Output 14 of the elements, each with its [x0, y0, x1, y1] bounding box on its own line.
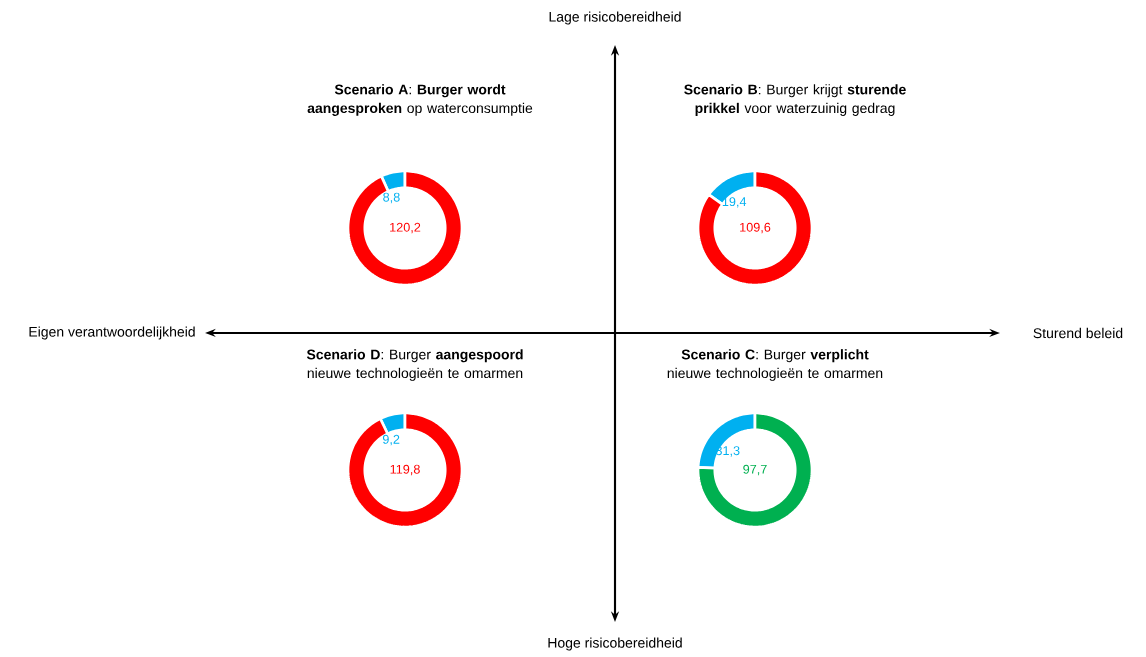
- data-label: 109,6: [740, 222, 771, 234]
- data-label: 97,7: [743, 464, 767, 476]
- data-label: 8,8: [383, 192, 400, 204]
- text: Lage risicobereidheid: [549, 11, 681, 25]
- text: Eigen verantwoordelijkheid: [29, 326, 195, 340]
- data-label: 119,8: [390, 464, 420, 476]
- chart-title: Scenario B: Burger krijgt sturende prikkel voor waterzuinig gedrag: [684, 84, 906, 116]
- data-label: 120,2: [390, 222, 421, 234]
- chart-title: Scenario A: Burger wordt aangesproken op waterconsumptie: [307, 84, 533, 116]
- data-label: 9,2: [382, 434, 400, 446]
- chart-title: Scenario C: Burger verplicht nieuwe technologieën te omarmen: [667, 349, 883, 381]
- text: Sturend beleid: [1033, 327, 1123, 339]
- chart-title: Scenario D: Burger aangespoord nieuwe technologieën te omarmen: [306, 349, 523, 381]
- text: Hoge risicobereidheid: [548, 637, 682, 651]
